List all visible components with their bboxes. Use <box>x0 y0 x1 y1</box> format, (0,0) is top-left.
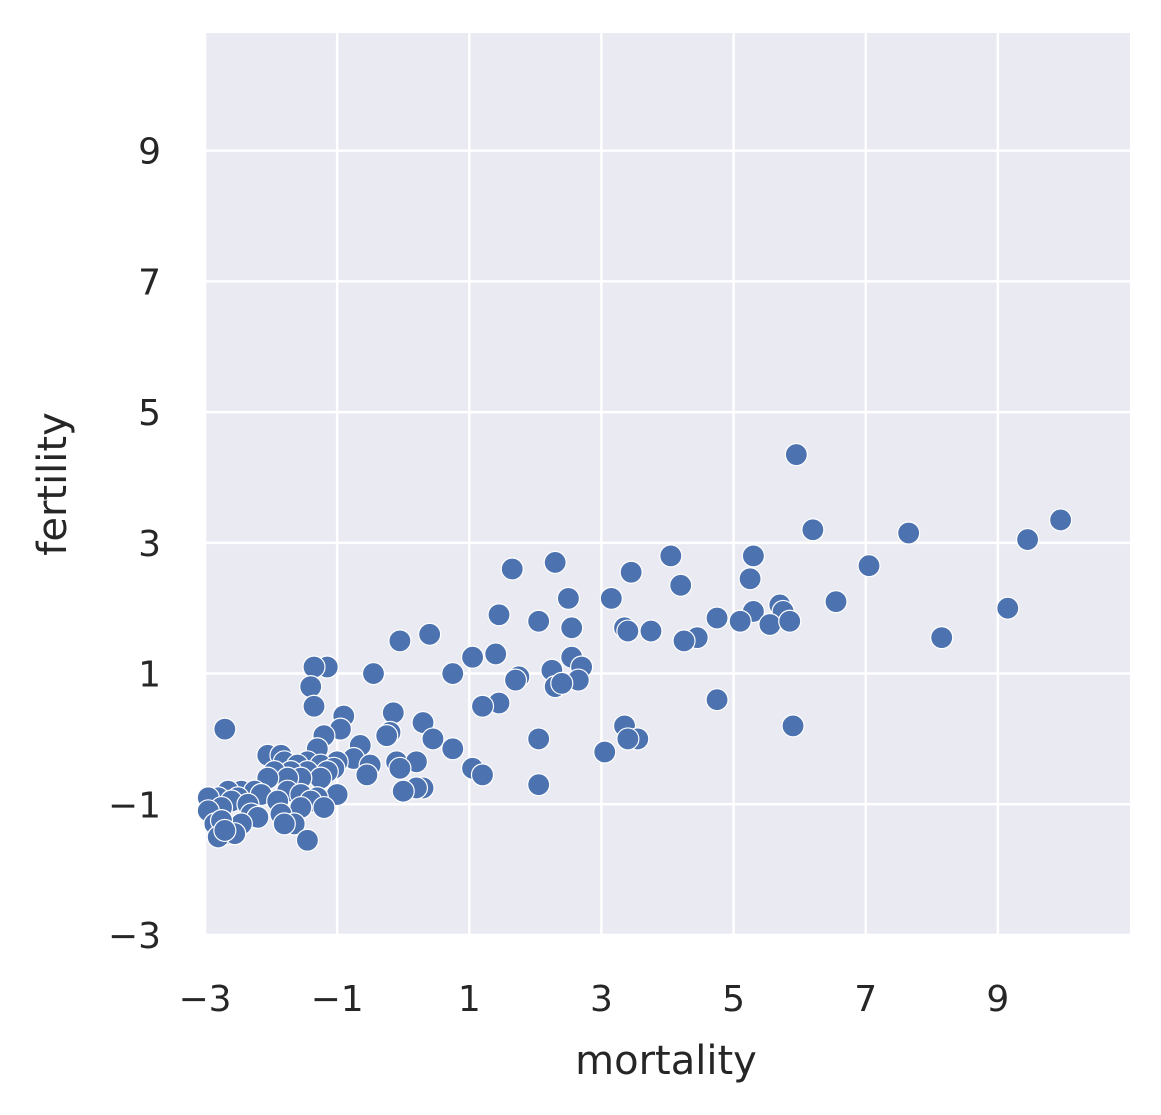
x-tick-label: 5 <box>722 979 745 1020</box>
data-point <box>705 606 729 630</box>
data-point <box>361 661 386 686</box>
x-axis-label: mortality <box>575 1038 757 1084</box>
data-point <box>470 763 495 787</box>
data-point <box>741 544 765 568</box>
y-axis-label: fertility <box>30 412 76 556</box>
data-point <box>527 609 551 633</box>
data-point <box>784 442 808 467</box>
data-points <box>196 442 1073 852</box>
data-point <box>705 688 729 712</box>
data-point <box>781 714 805 738</box>
data-point <box>309 766 333 790</box>
x-tick-label: 3 <box>590 979 613 1020</box>
data-point <box>527 727 551 751</box>
data-point <box>996 596 1020 620</box>
y-tick-label: −1 <box>108 785 161 826</box>
data-point <box>593 740 617 764</box>
data-point <box>418 622 442 646</box>
data-point <box>487 603 511 627</box>
plot-area <box>205 33 1130 935</box>
data-point <box>391 779 415 803</box>
data-point <box>460 645 485 669</box>
data-point <box>500 557 524 581</box>
data-point <box>441 737 465 761</box>
data-point <box>801 518 825 542</box>
y-tick-label: 9 <box>138 132 161 173</box>
data-point <box>930 626 954 650</box>
data-point <box>560 616 584 640</box>
data-point <box>543 550 567 575</box>
data-point <box>299 675 323 699</box>
data-point <box>599 586 623 610</box>
x-tick-label: −1 <box>311 979 364 1020</box>
data-point <box>213 818 237 843</box>
data-point <box>616 727 640 751</box>
data-point <box>824 590 848 614</box>
y-tick-label: −3 <box>108 916 161 957</box>
y-axis-ticks: −3 −1 1 3 5 7 9 <box>108 132 161 957</box>
data-point <box>1049 508 1073 532</box>
data-point <box>619 560 643 584</box>
data-point <box>503 668 528 692</box>
data-point <box>388 629 412 653</box>
data-point <box>527 773 551 797</box>
data-point <box>897 521 921 545</box>
data-point <box>556 586 580 610</box>
x-tick-label: 9 <box>986 979 1009 1020</box>
data-point <box>778 609 802 633</box>
data-point <box>550 671 574 695</box>
data-point <box>669 573 693 597</box>
data-point <box>728 609 752 633</box>
x-tick-label: −3 <box>178 979 231 1020</box>
grid <box>203 33 1130 937</box>
x-tick-label: 1 <box>458 979 481 1020</box>
x-axis-ticks: −3 −1 1 3 5 7 9 <box>178 979 1009 1020</box>
data-point <box>441 661 465 686</box>
y-tick-label: 7 <box>138 262 161 303</box>
data-point <box>421 727 445 751</box>
data-point <box>616 619 640 643</box>
y-tick-label: 3 <box>138 524 161 565</box>
data-point <box>484 642 508 666</box>
data-point <box>381 701 405 725</box>
x-tick-label: 7 <box>854 979 877 1020</box>
data-point <box>295 828 320 852</box>
data-point <box>672 629 696 653</box>
data-point <box>639 619 663 643</box>
data-point <box>470 694 495 718</box>
data-point <box>758 612 782 637</box>
data-point <box>375 724 399 748</box>
data-point <box>272 812 296 836</box>
y-tick-label: 5 <box>138 393 161 434</box>
data-point <box>388 756 412 780</box>
data-point <box>213 717 237 741</box>
data-point <box>302 655 326 679</box>
data-point <box>659 544 683 568</box>
data-point <box>302 694 326 718</box>
data-point <box>738 567 762 591</box>
data-point <box>857 554 881 578</box>
data-point <box>312 795 336 820</box>
data-point <box>1015 527 1040 552</box>
data-point <box>355 763 379 787</box>
y-tick-label: 1 <box>138 655 161 696</box>
